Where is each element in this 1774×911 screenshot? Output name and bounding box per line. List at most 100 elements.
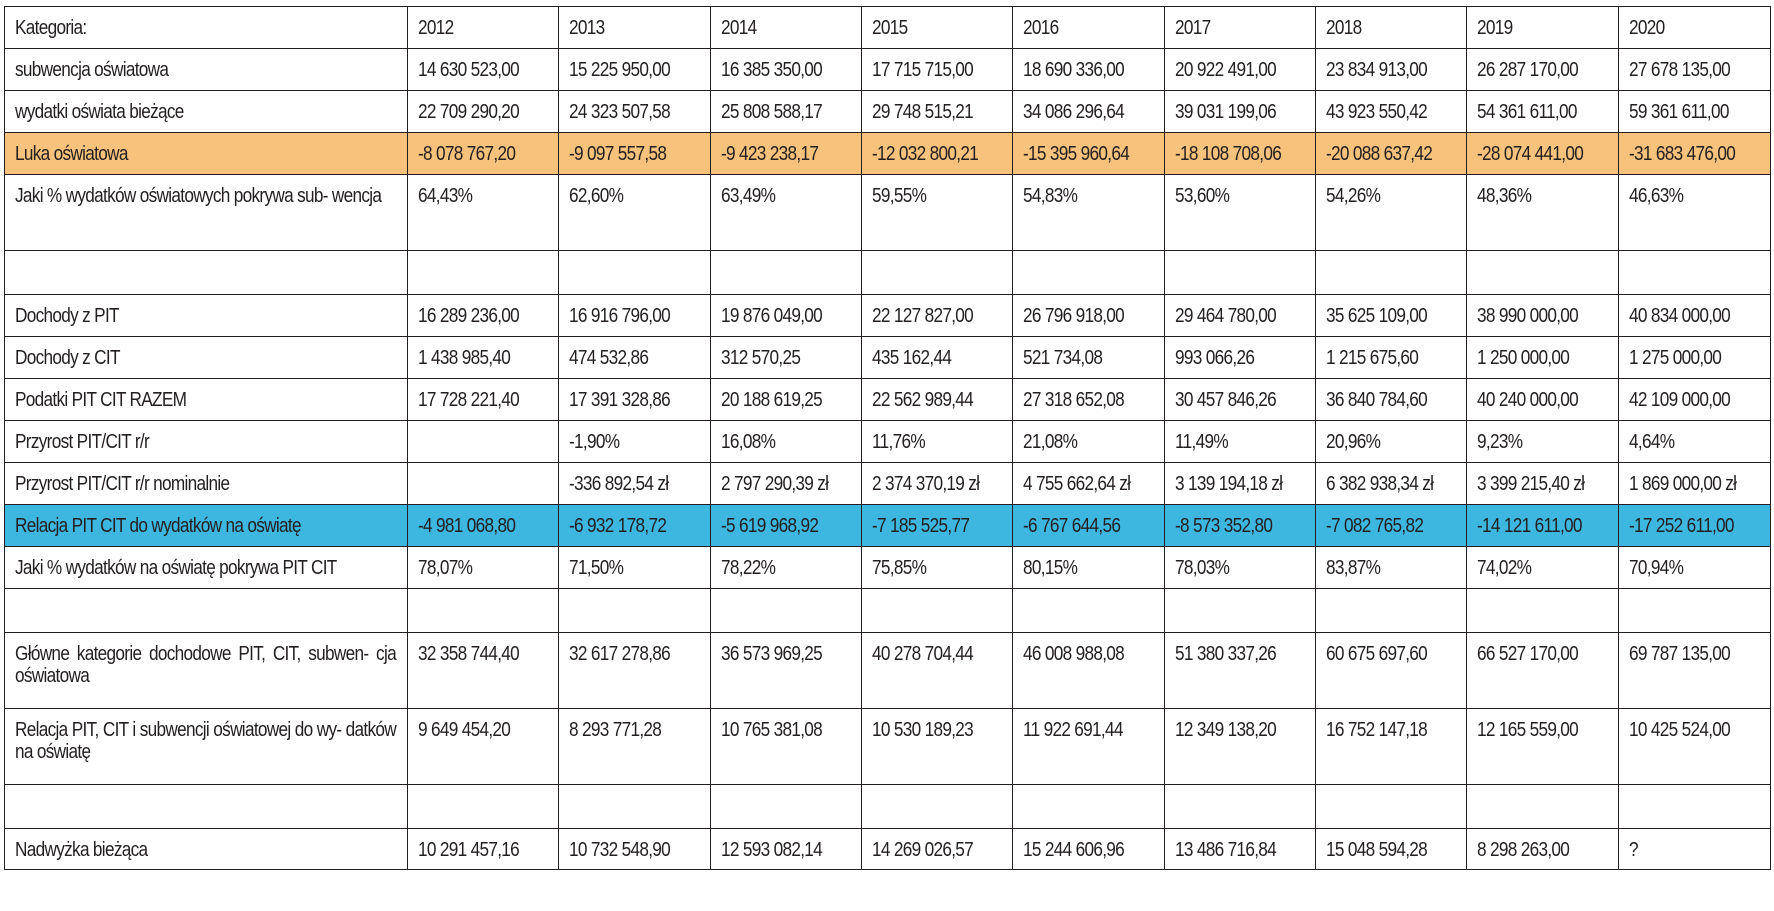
value-cell: 78,07% xyxy=(406,546,560,589)
value-cell xyxy=(1617,784,1772,829)
value-cell: 60 675 697,60 xyxy=(1314,632,1468,709)
row-label-cell: Podatki PIT CIT RAZEM xyxy=(4,378,408,421)
value-cell: 40 240 000,00 xyxy=(1466,378,1619,421)
value-cell: 32 358 744,40 xyxy=(406,632,560,709)
value-cell: 16,08% xyxy=(709,420,862,463)
value-cell: 29 464 780,00 xyxy=(1163,294,1316,337)
row-label-cell xyxy=(4,250,408,295)
value-cell xyxy=(406,250,560,295)
value-cell: 16 916 796,00 xyxy=(558,294,711,337)
value-cell: -8 078 767,20 xyxy=(406,132,560,175)
value-cell: -12 032 800,21 xyxy=(860,132,1014,175)
value-cell: 993 066,26 xyxy=(1163,336,1316,379)
value-cell: 46,63% xyxy=(1617,174,1772,251)
row-label-cell: Luka oświatowa xyxy=(4,132,408,175)
value-cell: -7 185 525,77 xyxy=(860,504,1014,547)
value-cell: 54 361 611,00 xyxy=(1466,90,1619,133)
value-cell: 70,94% xyxy=(1617,546,1772,589)
value-cell: 16 385 350,00 xyxy=(709,48,862,91)
value-cell: 27 318 652,08 xyxy=(1012,378,1165,421)
value-cell: 14 269 026,57 xyxy=(860,828,1014,870)
value-cell: 36 573 969,25 xyxy=(709,632,862,709)
header-cell-year: 2015 xyxy=(860,6,1014,49)
value-cell xyxy=(1617,250,1772,295)
value-cell: -31 683 476,00 xyxy=(1617,132,1772,175)
header-row: Kategoria: 2012 2013 2014 2015 2016 2017… xyxy=(4,6,1772,49)
value-cell: 27 678 135,00 xyxy=(1617,48,1772,91)
value-cell: 15 244 606,96 xyxy=(1012,828,1165,870)
spacer-row xyxy=(4,588,1772,633)
value-cell: 3 399 215,40 zł xyxy=(1466,462,1619,505)
value-cell: 63,49% xyxy=(709,174,862,251)
value-cell: 26 796 918,00 xyxy=(1012,294,1165,337)
value-cell: 48,36% xyxy=(1466,174,1619,251)
value-cell: 66 527 170,00 xyxy=(1466,632,1619,709)
value-cell: 1 438 985,40 xyxy=(406,336,560,379)
value-cell: 9,23% xyxy=(1466,420,1619,463)
table-row: Przyrost PIT/CIT r/r -1,90% 16,08% 11,76% 21… xyxy=(4,420,1772,463)
table-row: subwencja oświatowa 14 630 523,00 15 225 9… xyxy=(4,48,1772,91)
header-cell-year: 2020 xyxy=(1617,6,1772,49)
value-cell: -7 082 765,82 xyxy=(1314,504,1468,547)
value-cell: -18 108 708,06 xyxy=(1163,132,1316,175)
value-cell: 2 797 290,39 zł xyxy=(709,462,862,505)
value-cell: 25 808 588,17 xyxy=(709,90,862,133)
row-label-cell: Jaki % wydatków oświatowych pokrywa sub-… xyxy=(4,174,408,251)
value-cell: 22 709 290,20 xyxy=(406,90,560,133)
value-cell: 312 570,25 xyxy=(709,336,862,379)
value-cell: 59 361 611,00 xyxy=(1617,90,1772,133)
value-cell xyxy=(406,588,560,633)
value-cell: -14 121 611,00 xyxy=(1466,504,1619,547)
value-cell xyxy=(860,588,1014,633)
value-cell: 10 765 381,08 xyxy=(709,708,862,785)
value-cell: 62,60% xyxy=(558,174,711,251)
value-cell: 4,64% xyxy=(1617,420,1772,463)
value-cell: 14 630 523,00 xyxy=(406,48,560,91)
value-cell xyxy=(860,250,1014,295)
value-cell: 54,83% xyxy=(1012,174,1165,251)
value-cell xyxy=(558,250,711,295)
header-cell-year: 2018 xyxy=(1314,6,1468,49)
value-cell: 18 690 336,00 xyxy=(1012,48,1165,91)
table-row: Nadwyżka bieżąca 10 291 457,16 10 732 548,… xyxy=(4,828,1772,870)
value-cell: 22 562 989,44 xyxy=(860,378,1014,421)
value-cell: 3 139 194,18 zł xyxy=(1163,462,1316,505)
table-row: Dochody z PIT 16 289 236,00 16 916 796,00 1… xyxy=(4,294,1772,337)
value-cell xyxy=(1012,588,1165,633)
value-cell: 8 293 771,28 xyxy=(558,708,711,785)
row-label-cell xyxy=(4,588,408,633)
table-row: Jaki % wydatków oświatowych pokrywa sub-… xyxy=(4,174,1772,251)
row-label-cell: Jaki % wydatków na oświatę pokrywa PIT C… xyxy=(4,546,408,589)
value-cell: 474 532,86 xyxy=(558,336,711,379)
value-cell: 54,26% xyxy=(1314,174,1468,251)
value-cell: 10 425 524,00 xyxy=(1617,708,1772,785)
row-label-cell: Przyrost PIT/CIT r/r xyxy=(4,420,408,463)
value-cell: 80,15% xyxy=(1012,546,1165,589)
value-cell: 21,08% xyxy=(1012,420,1165,463)
value-cell: 6 382 938,34 zł xyxy=(1314,462,1468,505)
value-cell: ? xyxy=(1617,828,1772,870)
value-cell: -6 767 644,56 xyxy=(1012,504,1165,547)
value-cell: 32 617 278,86 xyxy=(558,632,711,709)
row-label-cell: Główne kategorie dochodowe PIT, CIT, sub… xyxy=(4,632,408,709)
value-cell: 10 530 189,23 xyxy=(860,708,1014,785)
value-cell: 22 127 827,00 xyxy=(860,294,1014,337)
value-cell: 20 188 619,25 xyxy=(709,378,862,421)
value-cell xyxy=(1163,588,1316,633)
value-cell xyxy=(1012,784,1165,829)
value-cell: 53,60% xyxy=(1163,174,1316,251)
value-cell: 10 732 548,90 xyxy=(558,828,711,870)
header-cell-category: Kategoria: xyxy=(4,6,408,49)
value-cell xyxy=(709,250,862,295)
value-cell: -6 932 178,72 xyxy=(558,504,711,547)
value-cell: 24 323 507,58 xyxy=(558,90,711,133)
table-row: Przyrost PIT/CIT r/r nominalnie -336 892,… xyxy=(4,462,1772,505)
value-cell xyxy=(1466,588,1619,633)
value-cell: 15 225 950,00 xyxy=(558,48,711,91)
value-cell: 435 162,44 xyxy=(860,336,1014,379)
value-cell: 20,96% xyxy=(1314,420,1468,463)
table-row: wydatki oświata bieżące 22 709 290,20 24 3… xyxy=(4,90,1772,133)
row-label-cell: Przyrost PIT/CIT r/r nominalnie xyxy=(4,462,408,505)
value-cell: -1,90% xyxy=(558,420,711,463)
row-label-cell: subwencja oświatowa xyxy=(4,48,408,91)
